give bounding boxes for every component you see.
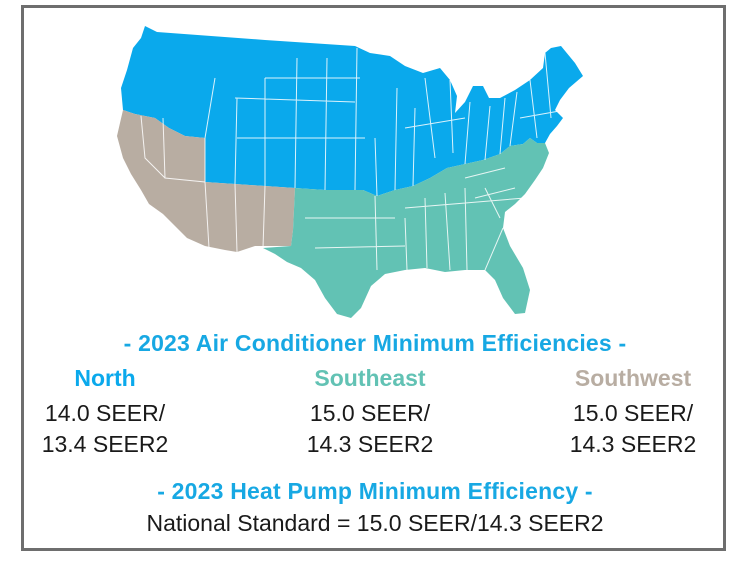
region-southwest-line2: 14.3 SEER2 — [569, 431, 697, 457]
state-borders — [140, 47, 566, 271]
region-north-line2: 13.4 SEER2 — [41, 431, 169, 457]
region-southwest: Southwest 15.0 SEER/ 14.3 SEER2 — [508, 365, 750, 460]
southeast-region — [263, 138, 549, 318]
north-region — [121, 26, 583, 196]
region-southeast-line2: 14.3 SEER2 — [306, 431, 434, 457]
hp-heading: - 2023 Heat Pump Minimum Efficiency - — [157, 478, 593, 504]
southwest-region — [117, 110, 295, 252]
region-name-southwest: Southwest — [574, 365, 692, 391]
national-standard: National Standard = 15.0 SEER/14.3 SEER2 — [146, 510, 604, 536]
region-southwest-line1: 15.0 SEER/ — [572, 400, 694, 426]
region-southeast-line1: 15.0 SEER/ — [309, 400, 431, 426]
region-name-southeast: Southeast — [314, 365, 426, 391]
region-name-north: North — [74, 365, 136, 391]
region-southeast: Southeast 15.0 SEER/ 14.3 SEER2 — [245, 365, 495, 460]
region-north-line1: 14.0 SEER/ — [44, 400, 166, 426]
ac-heading: - 2023 Air Conditioner Minimum Efficienc… — [123, 330, 627, 356]
us-region-map — [117, 26, 583, 318]
region-north: North 14.0 SEER/ 13.4 SEER2 — [0, 365, 230, 460]
